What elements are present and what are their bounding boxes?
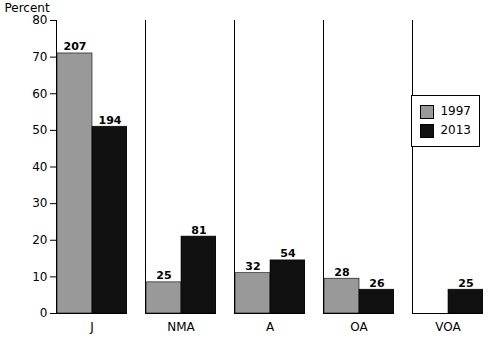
- svg-text:25: 25: [458, 277, 473, 290]
- svg-text:32: 32: [245, 260, 260, 273]
- svg-text:20: 20: [32, 233, 47, 247]
- html-text:1997: 1997: [440, 104, 471, 118]
- svg-text:0: 0: [40, 306, 48, 320]
- svg-text:28: 28: [334, 266, 349, 279]
- svg-text:54: 54: [280, 247, 296, 260]
- svg-text:80: 80: [32, 13, 47, 27]
- svg-text:OA: OA: [350, 320, 368, 334]
- svg-text:NMA: NMA: [167, 320, 195, 334]
- svg-text:A: A: [266, 320, 275, 334]
- svg-text:VOA: VOA: [435, 320, 461, 334]
- svg-text:26: 26: [369, 277, 385, 290]
- svg-text:70: 70: [32, 50, 47, 64]
- svg-text:81: 81: [191, 224, 206, 237]
- svg-text:Percent: Percent: [5, 1, 50, 15]
- svg-text:207: 207: [64, 40, 87, 53]
- svg-text:30: 30: [32, 196, 47, 210]
- svg-text:60: 60: [32, 87, 47, 101]
- svg-text:194: 194: [99, 114, 122, 127]
- svg-text:40: 40: [32, 160, 47, 174]
- svg-text:25: 25: [156, 269, 171, 282]
- html-text:2013: 2013: [440, 123, 471, 138]
- svg-text:J: J: [89, 320, 94, 334]
- svg-text:10: 10: [32, 270, 47, 284]
- svg-text:50: 50: [32, 123, 47, 137]
